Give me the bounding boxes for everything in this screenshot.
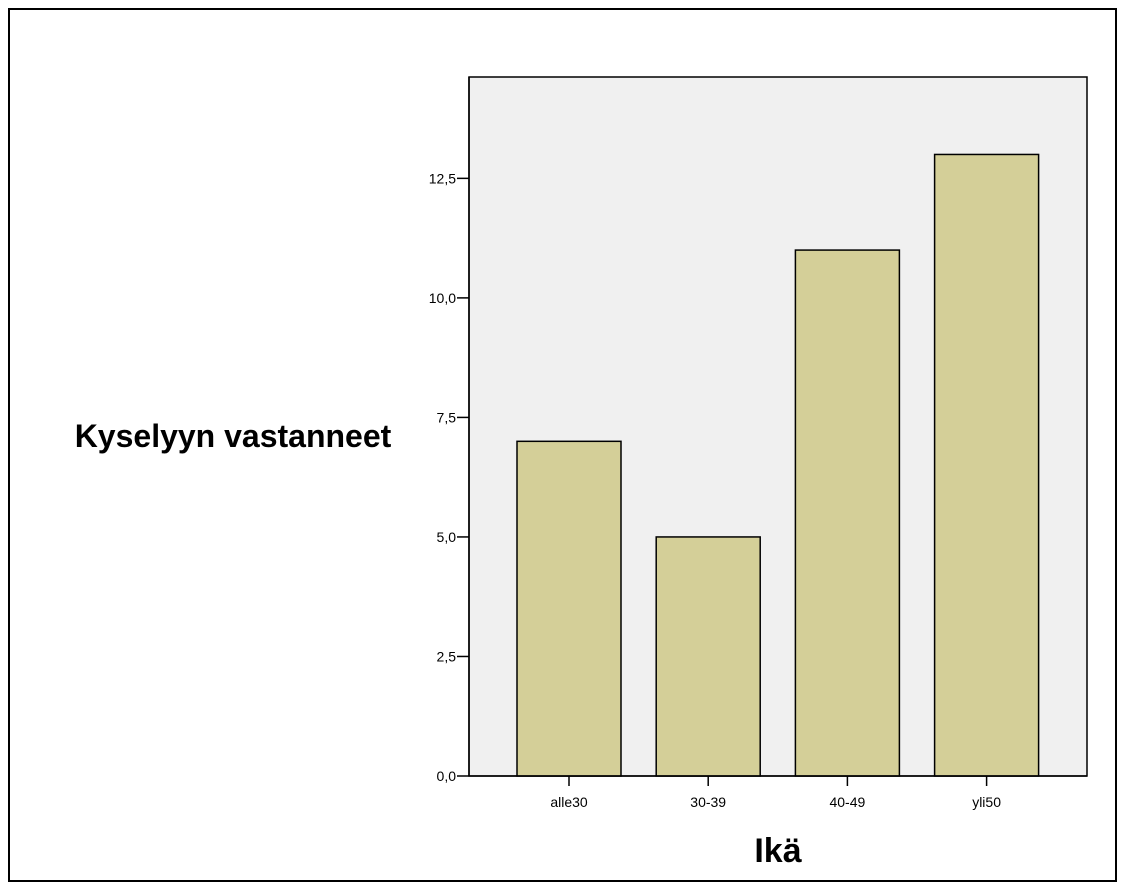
y-axis-title: Kyselyyn vastanneet (75, 418, 392, 454)
x-tick-label: 40-49 (829, 794, 865, 810)
y-tick-label: 12,5 (429, 170, 456, 186)
x-tick-label: alle30 (550, 794, 588, 810)
x-axis-title: Ikä (754, 832, 801, 870)
bar-yli50 (933, 153, 1040, 777)
x-tick-label: 30-39 (690, 794, 726, 810)
x-tick-label: yli50 (972, 794, 1001, 810)
y-tick-label: 10,0 (429, 290, 456, 306)
bar-alle30 (516, 440, 622, 777)
y-tick-label: 7,5 (437, 409, 457, 425)
bar-30-39 (655, 536, 761, 777)
y-tick-label: 0,0 (437, 768, 457, 784)
x-axis: alle30 30-39 40-49 yli50 (469, 775, 1087, 810)
y-tick-label: 5,0 (437, 529, 457, 545)
bars-group (516, 153, 1040, 777)
bar-40-49 (794, 249, 901, 777)
y-axis: 0,0 2,5 5,0 7,5 10,0 12,5 (429, 77, 470, 784)
y-tick-label: 2,5 (437, 648, 457, 664)
